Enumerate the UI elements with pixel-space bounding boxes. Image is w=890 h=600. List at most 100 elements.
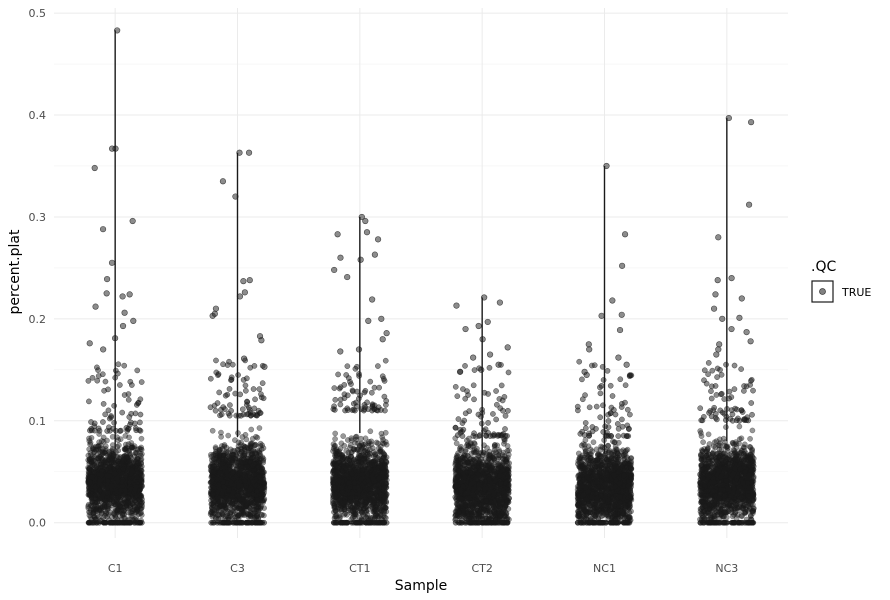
- y-tick-label: 0.0: [29, 517, 47, 530]
- data-point: [216, 389, 223, 396]
- outlier-point: [337, 254, 344, 261]
- outlier-point: [103, 290, 110, 297]
- data-point: [382, 479, 389, 486]
- outlier-point: [365, 317, 372, 325]
- data-point: [344, 437, 351, 443]
- data-point: [207, 404, 214, 411]
- data-point: [213, 357, 219, 364]
- outlier-point: [240, 355, 248, 362]
- data-point: [229, 500, 235, 506]
- data-point: [86, 398, 92, 405]
- data-point: [128, 410, 135, 417]
- data-point: [90, 444, 97, 451]
- data-point: [115, 361, 122, 368]
- data-point: [133, 427, 140, 434]
- data-point: [122, 472, 129, 479]
- data-point: [222, 406, 228, 412]
- data-point: [377, 462, 383, 469]
- data-point: [98, 510, 105, 516]
- y-tick-label: 0.1: [29, 415, 47, 428]
- data-point: [251, 405, 258, 412]
- data-point: [240, 443, 247, 449]
- data-point: [258, 503, 264, 510]
- data-point: [382, 407, 388, 414]
- data-point: [100, 515, 107, 521]
- data-point: [121, 392, 128, 398]
- data-point: [330, 479, 336, 486]
- data-point: [86, 512, 93, 519]
- data-point: [209, 491, 216, 498]
- data-point: [209, 469, 216, 476]
- data-point: [355, 484, 362, 491]
- data-point: [102, 448, 109, 454]
- data-point: [88, 427, 95, 434]
- outlier-point: [86, 340, 93, 347]
- data-point: [256, 386, 263, 392]
- data-point: [134, 367, 141, 374]
- outlier-point: [108, 259, 116, 266]
- data-point: [243, 482, 250, 489]
- data-point: [234, 446, 241, 453]
- data-point: [138, 452, 144, 459]
- data-point: [353, 498, 360, 504]
- data-point: [224, 362, 231, 368]
- data-point: [138, 506, 145, 512]
- data-point: [343, 471, 350, 478]
- data-point: [105, 503, 112, 510]
- data-point: [242, 382, 249, 389]
- data-point: [111, 419, 117, 426]
- data-point: [381, 485, 387, 491]
- data-point: [113, 475, 120, 482]
- data-point: [225, 432, 232, 439]
- outlier-point: [241, 289, 248, 296]
- data-point: [374, 487, 381, 494]
- grid: [54, 8, 788, 538]
- data-point: [360, 441, 367, 448]
- data-point: [367, 493, 373, 500]
- data-point: [366, 451, 373, 457]
- data-point: [368, 389, 375, 396]
- data-point: [89, 474, 96, 480]
- data-point: [106, 517, 112, 523]
- data-point: [377, 512, 384, 518]
- data-point: [223, 505, 230, 512]
- data-point: [111, 402, 117, 409]
- data-point: [125, 425, 132, 432]
- data-point: [100, 419, 106, 425]
- data-point: [132, 486, 139, 493]
- data-point: [244, 398, 250, 405]
- data-point: [123, 504, 130, 511]
- x-axis-ticks: C1 C3 CT1 CT2 NC1 NC3: [108, 562, 738, 575]
- data-point: [105, 407, 112, 414]
- outlier-point: [92, 303, 99, 310]
- data-point: [240, 411, 247, 418]
- data-point: [104, 428, 111, 434]
- data-point: [367, 485, 373, 492]
- data-point: [137, 446, 144, 452]
- data-point: [346, 480, 352, 486]
- data-point: [226, 386, 233, 392]
- data-point: [356, 373, 362, 379]
- outlier-point: [246, 277, 253, 284]
- data-point: [120, 465, 127, 472]
- data-point: [89, 374, 96, 381]
- data-point: [122, 487, 129, 494]
- data-point: [361, 406, 368, 413]
- data-point: [380, 450, 387, 457]
- data-point: [331, 385, 338, 391]
- data-point: [332, 493, 338, 499]
- data-point: [259, 380, 266, 387]
- data-point: [108, 414, 114, 421]
- outlier-point: [130, 317, 137, 325]
- data-point: [100, 401, 107, 407]
- data-point: [85, 505, 92, 511]
- data-point: [243, 387, 249, 394]
- y-tick-label: 0.2: [29, 313, 47, 326]
- outlier-point: [331, 266, 338, 274]
- data-point: [258, 512, 265, 518]
- x-tick-label: CT1: [349, 562, 370, 575]
- data-point: [228, 377, 234, 384]
- outlier-point: [126, 291, 133, 298]
- data-point: [337, 384, 344, 391]
- data-point: [358, 476, 364, 483]
